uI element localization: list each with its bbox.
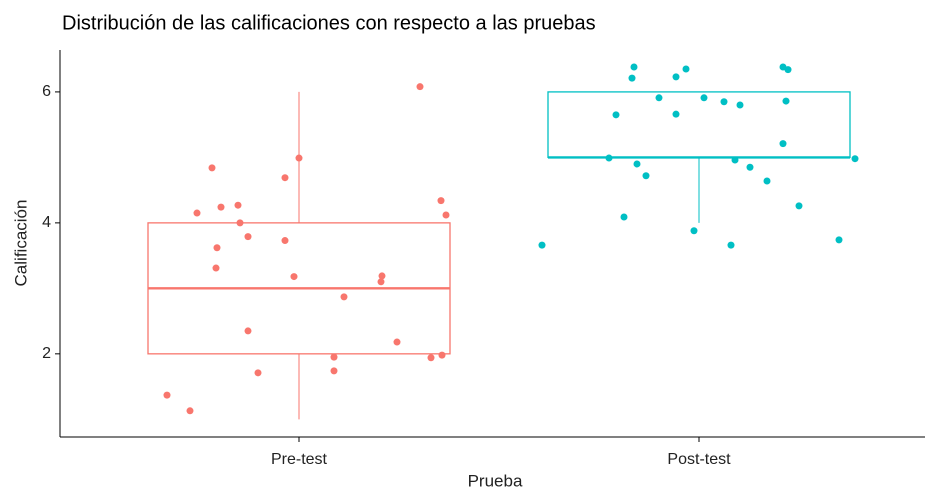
point — [700, 94, 708, 102]
point — [281, 174, 289, 182]
point — [746, 163, 754, 171]
point — [628, 74, 636, 82]
point — [330, 353, 338, 361]
point — [212, 264, 220, 272]
point — [835, 236, 843, 244]
point — [416, 83, 424, 91]
point — [163, 391, 171, 399]
point — [330, 367, 338, 375]
point — [690, 227, 698, 235]
point — [377, 278, 385, 286]
point — [193, 209, 201, 217]
point — [736, 101, 744, 109]
y-tick-label: 2 — [42, 345, 51, 362]
y-tick-label: 4 — [42, 214, 51, 231]
point — [682, 65, 690, 73]
point — [655, 94, 663, 102]
point — [254, 369, 262, 377]
point — [727, 241, 735, 249]
point — [672, 110, 680, 118]
point — [378, 272, 386, 280]
point — [782, 97, 790, 105]
point — [538, 241, 546, 249]
point — [731, 156, 739, 164]
point — [633, 160, 641, 168]
x-axis-label: Prueba — [468, 471, 523, 490]
point — [620, 213, 628, 221]
point — [437, 197, 445, 205]
point — [244, 327, 252, 335]
point — [642, 172, 650, 180]
y-tick-label: 6 — [42, 83, 51, 100]
point — [427, 354, 435, 362]
point — [213, 244, 221, 252]
point — [186, 407, 194, 415]
point — [295, 154, 303, 162]
point — [795, 202, 803, 210]
point — [672, 73, 680, 81]
point — [605, 154, 613, 162]
point — [281, 237, 289, 245]
x-tick-label: Pre-test — [271, 451, 328, 468]
point — [234, 201, 242, 209]
point — [612, 111, 620, 119]
point — [779, 140, 787, 148]
point — [290, 273, 298, 281]
point — [208, 164, 216, 172]
chart-title: Distribución de las calificaciones con r… — [62, 12, 596, 34]
point — [442, 211, 450, 219]
point — [763, 177, 771, 185]
point — [851, 155, 859, 163]
point — [438, 351, 446, 359]
point — [236, 219, 244, 227]
point — [340, 293, 348, 301]
point — [784, 66, 792, 74]
point — [393, 338, 401, 346]
point — [244, 233, 252, 241]
box — [547, 91, 851, 159]
y-axis-label: Calificación — [11, 200, 30, 287]
point — [720, 98, 728, 106]
x-tick-label: Post-test — [667, 451, 731, 468]
point — [630, 63, 638, 71]
point — [217, 203, 225, 211]
